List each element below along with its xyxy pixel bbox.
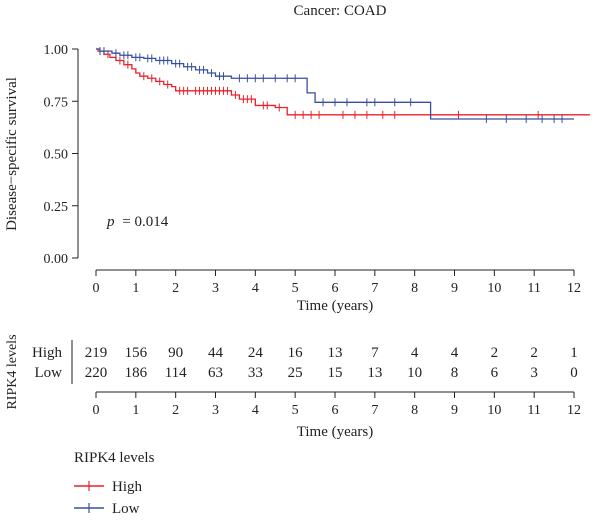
risk-table-cell: 4 bbox=[451, 345, 459, 361]
risk-table-cell: 44 bbox=[208, 345, 224, 361]
risk-table-x-tick-label: 6 bbox=[332, 403, 339, 418]
risk-table-cell: 114 bbox=[165, 365, 187, 381]
y-tick-label: 1.00 bbox=[44, 43, 69, 58]
x-tick-label: 8 bbox=[411, 281, 418, 296]
x-tick-label: 0 bbox=[93, 281, 100, 296]
x-tick-label: 12 bbox=[567, 281, 581, 296]
x-tick-label: 6 bbox=[332, 281, 339, 296]
x-tick-label: 5 bbox=[292, 281, 299, 296]
risk-table-cell: 1 bbox=[570, 345, 578, 361]
risk-table-cell: 156 bbox=[125, 345, 148, 361]
x-tick-label: 4 bbox=[252, 281, 259, 296]
risk-table-cell: 8 bbox=[451, 365, 459, 381]
risk-table-cell: 3 bbox=[530, 365, 538, 381]
risk-table-cell: 4 bbox=[411, 345, 419, 361]
x-tick-label: 3 bbox=[212, 281, 219, 296]
x-tick-label: 10 bbox=[487, 281, 501, 296]
risk-table-x-tick-label: 3 bbox=[212, 403, 219, 418]
y-tick-label: 0.00 bbox=[44, 252, 69, 267]
chart-title: Cancer: COAD bbox=[294, 3, 387, 19]
risk-table-cell: 33 bbox=[248, 365, 263, 381]
survival-curve-low bbox=[96, 48, 574, 120]
x-axis-label: Time (years) bbox=[297, 298, 374, 314]
risk-table-x-tick-label: 12 bbox=[567, 403, 581, 418]
p-value-symbol: p bbox=[106, 214, 115, 230]
survival-plot-axes: 0.000.250.500.751.000 1 2 3 4 5 6 7 8 9 10 11 12 bbox=[44, 43, 582, 296]
risk-table-cell: 25 bbox=[288, 365, 303, 381]
risk-table-cell: 6 bbox=[491, 365, 499, 381]
risk-table-cell: 16 bbox=[288, 345, 304, 361]
survival-plot-area bbox=[96, 47, 590, 124]
x-tick-label: 2 bbox=[172, 281, 179, 296]
risk-table-cell: 220 bbox=[85, 365, 108, 381]
legend-label: Low bbox=[112, 501, 140, 517]
risk-table-x-tick-label: 4 bbox=[252, 403, 259, 418]
x-tick-label: 9 bbox=[451, 281, 458, 296]
p-value-annotation: p = 0.014 bbox=[106, 214, 169, 230]
risk-table-x-tick-label: 9 bbox=[451, 403, 458, 418]
risk-table-cell: 15 bbox=[328, 365, 343, 381]
y-tick-label: 0.25 bbox=[44, 200, 69, 215]
legend-item-low: Low bbox=[74, 501, 140, 517]
risk-table-cell: 24 bbox=[248, 345, 264, 361]
legend-title: RIPK4 levels bbox=[74, 450, 155, 466]
risk-table-x-axis-label: Time (years) bbox=[297, 424, 374, 440]
x-tick-label: 1 bbox=[132, 281, 139, 296]
risk-table-cell: 13 bbox=[367, 365, 382, 381]
risk-table-cell: 7 bbox=[371, 345, 379, 361]
risk-table-title: RIPK4 levels bbox=[5, 334, 20, 409]
legend: High Low bbox=[74, 479, 143, 517]
risk-table-x-tick-label: 7 bbox=[371, 403, 378, 418]
survival-curve-high bbox=[96, 48, 590, 116]
y-tick-label: 0.50 bbox=[44, 148, 69, 163]
risk-table-cell: 186 bbox=[125, 365, 148, 381]
risk-table-x-tick-label: 1 bbox=[132, 403, 139, 418]
y-tick-label: 0.75 bbox=[44, 95, 69, 110]
x-tick-label: 7 bbox=[371, 281, 378, 296]
risk-table-x-tick-label: 11 bbox=[527, 403, 540, 418]
risk-table-cell: 10 bbox=[407, 365, 422, 381]
risk-table-cell: 63 bbox=[208, 365, 223, 381]
risk-table-x-tick-label: 5 bbox=[292, 403, 299, 418]
legend-label: High bbox=[112, 479, 143, 495]
risk-table-x-tick-label: 10 bbox=[487, 403, 501, 418]
x-tick-label: 11 bbox=[527, 281, 540, 296]
legend-item-high: High bbox=[74, 479, 143, 495]
risk-row-label-low: Low bbox=[35, 365, 63, 381]
p-value-number: = 0.014 bbox=[122, 214, 168, 230]
risk-table-x-tick-label: 8 bbox=[411, 403, 418, 418]
risk-table-cell: 13 bbox=[328, 345, 343, 361]
risk-table-cell: 2 bbox=[530, 345, 538, 361]
risk-table-cell: 219 bbox=[85, 345, 108, 361]
risk-table-cell: 2 bbox=[491, 345, 499, 361]
risk-table-x-tick-label: 0 bbox=[93, 403, 100, 418]
risk-row-label-high: High bbox=[32, 345, 63, 361]
risk-table-x-tick-label: 2 bbox=[172, 403, 179, 418]
risk-table-cell: 0 bbox=[570, 365, 578, 381]
risk-table-cell: 90 bbox=[168, 345, 183, 361]
y-axis-label: Disease−specific survival bbox=[4, 77, 20, 231]
